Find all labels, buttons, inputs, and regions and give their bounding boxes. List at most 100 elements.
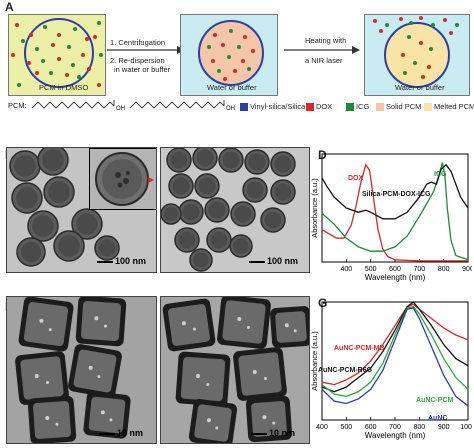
series-label: AuNC-PCM-R6G xyxy=(318,367,373,374)
nanocage xyxy=(188,398,238,443)
dox-dot xyxy=(57,57,61,61)
particle-core xyxy=(20,241,42,263)
panel-a-letter: A xyxy=(5,0,14,14)
cage-dot xyxy=(181,321,186,326)
dox-dot xyxy=(373,19,377,23)
cage-interior xyxy=(73,349,117,393)
water-box-2: Water or buffer xyxy=(364,14,470,96)
particle-core xyxy=(198,177,216,195)
legend-swatch xyxy=(376,103,384,111)
particle-core xyxy=(234,205,252,223)
nanocage xyxy=(270,306,309,348)
inset-particle xyxy=(95,152,154,206)
cage-interior xyxy=(251,401,287,437)
particle-core xyxy=(16,187,38,209)
legend-swatch xyxy=(424,103,432,111)
nanocage xyxy=(18,297,74,352)
icg-dot xyxy=(431,23,435,27)
dox-dot xyxy=(399,17,403,21)
particle-core xyxy=(170,151,188,169)
series-label: ICG xyxy=(434,171,447,178)
particle-core xyxy=(76,213,98,235)
box3-label: Water or buffer xyxy=(395,83,445,92)
cage-interior xyxy=(275,311,307,343)
legend-label: Vinyl-silica/Silica xyxy=(250,102,306,111)
icg-dot xyxy=(97,21,101,25)
nanocage xyxy=(83,391,131,439)
pcm-dmso-illustration xyxy=(9,15,105,95)
dox-dot xyxy=(251,49,255,53)
series-line xyxy=(321,162,469,261)
nanocage xyxy=(217,297,271,349)
series-label: DOX xyxy=(348,175,364,182)
cage-interior xyxy=(238,352,282,396)
x-tick-label: 700 xyxy=(389,424,401,431)
particle-core xyxy=(274,183,292,201)
particle-core xyxy=(172,177,190,195)
nanocage xyxy=(245,395,293,443)
nanocage xyxy=(175,351,231,407)
chart-g: 400 500 600 700 800 900 1000 Wavelength (nm) Abs… xyxy=(310,301,472,440)
particle-core xyxy=(246,181,264,199)
cage-dot xyxy=(100,410,105,415)
x-tick-label: 500 xyxy=(340,424,352,431)
series-line xyxy=(321,303,469,386)
icg-dot xyxy=(409,21,413,25)
pcm-chain-icon-1: OH xyxy=(31,100,125,112)
tem-f-cubes xyxy=(162,297,309,443)
x-axis-label: Wavelength (nm) xyxy=(365,431,426,440)
cage-dot xyxy=(103,324,107,328)
inset-b xyxy=(89,148,156,210)
svg-text:OH: OH xyxy=(226,106,235,112)
cage-dot xyxy=(39,318,44,323)
particle-core xyxy=(210,231,228,249)
icg-dot xyxy=(403,71,407,75)
icg-dot xyxy=(67,45,71,49)
cage-dot xyxy=(237,316,242,321)
step1-text-3: in water or buffer xyxy=(114,65,171,74)
x-tick-label: 600 xyxy=(365,424,377,431)
particle-core xyxy=(208,201,226,219)
cage-interior xyxy=(33,401,71,439)
water-illustration-1 xyxy=(181,15,277,95)
icg-dot xyxy=(207,45,211,49)
cage-dot xyxy=(262,415,267,420)
scale-bar-e xyxy=(99,433,115,435)
icg-dot xyxy=(41,59,45,63)
pcm-dmso-box: PCM in DMSO xyxy=(8,14,106,96)
icg-dot xyxy=(21,39,25,43)
step1-text-2: 2. Re-dispersion xyxy=(110,56,165,65)
series-label: AuNC-PCM xyxy=(416,397,453,404)
cage-dot xyxy=(252,370,257,375)
cage-dot xyxy=(45,380,49,384)
x-tick-label: 1000 xyxy=(460,424,472,431)
dox-dot xyxy=(401,53,405,57)
nanocage xyxy=(15,351,69,405)
particle-core xyxy=(248,153,266,171)
icg-dot xyxy=(407,35,411,39)
y-axis-label: Absorbance (a.u.) xyxy=(310,178,319,238)
icg-dot xyxy=(73,27,77,31)
particle-core xyxy=(58,235,80,257)
particle-core xyxy=(274,155,292,173)
icg-dot xyxy=(17,83,21,87)
cage-dot xyxy=(97,375,101,379)
legend-label: Melted PCM xyxy=(434,102,474,111)
scale-label-f: 10 nm xyxy=(269,428,296,438)
dox-dot xyxy=(85,37,89,41)
cage-dot xyxy=(88,365,93,370)
particle-core xyxy=(14,155,36,177)
particle-core xyxy=(32,215,54,237)
cage-interior xyxy=(20,356,64,400)
cage-dot xyxy=(45,416,50,421)
dox-dot xyxy=(27,61,31,65)
particle-core xyxy=(98,239,116,257)
cage-interior xyxy=(180,356,226,402)
x-tick-label: 500 xyxy=(365,266,377,273)
legend-swatch xyxy=(306,103,314,111)
icg-dot xyxy=(99,53,103,57)
scale-bar-c xyxy=(249,261,265,263)
scale-label-b: 100 nm xyxy=(115,256,147,266)
icg-dot xyxy=(229,29,233,33)
dox-dot xyxy=(243,35,247,39)
